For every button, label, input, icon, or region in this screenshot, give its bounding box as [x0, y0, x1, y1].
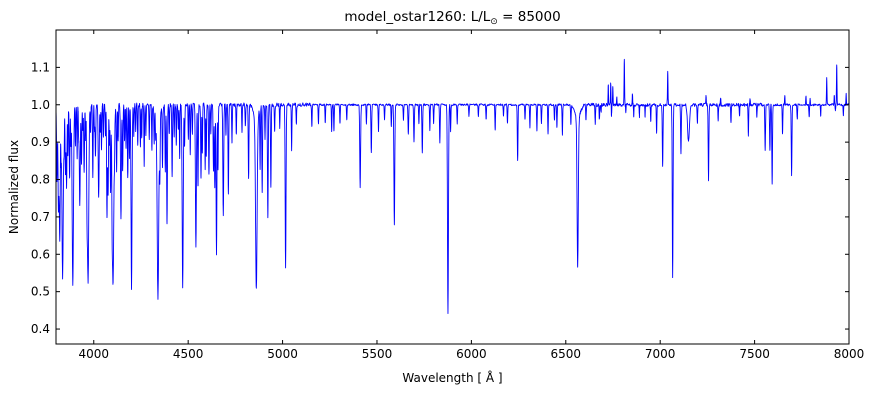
svg-text:1.0: 1.0: [31, 98, 50, 112]
svg-text:6500: 6500: [551, 347, 582, 361]
svg-text:0.7: 0.7: [31, 210, 50, 224]
svg-text:7500: 7500: [739, 347, 770, 361]
svg-text:0.6: 0.6: [31, 247, 50, 261]
svg-text:5000: 5000: [267, 347, 298, 361]
x-ticks: [93, 30, 850, 344]
svg-text:4500: 4500: [173, 347, 204, 361]
sun-symbol: ⊙: [490, 17, 498, 27]
title-rest: = 85000: [497, 9, 561, 25]
svg-text:0.4: 0.4: [31, 322, 50, 336]
x-tick-labels: 4000 4500 5000 5500 6000 6500 7000 7500 8000: [78, 347, 864, 361]
svg-text:8000: 8000: [834, 347, 865, 361]
svg-text:4000: 4000: [78, 347, 109, 361]
spectrum-line: [55, 58, 850, 314]
svg-text:0.8: 0.8: [31, 173, 50, 187]
x-axis-label: Wavelength [ Å ]: [402, 371, 503, 385]
svg-text:6000: 6000: [456, 347, 487, 361]
svg-text:7000: 7000: [645, 347, 676, 361]
svg-text:5500: 5500: [362, 347, 393, 361]
y-ticks: [56, 66, 849, 330]
svg-text:1.1: 1.1: [31, 60, 50, 74]
plot-frame: [55, 29, 850, 345]
svg-text:0.5: 0.5: [31, 285, 50, 299]
plot-title: model_ostar1260: L/L⊙ = 85000: [56, 9, 849, 27]
svg-text:0.9: 0.9: [31, 135, 50, 149]
title-main: model_ostar1260: L/L: [344, 9, 491, 25]
y-tick-labels: 0.4 0.5 0.6 0.7 0.8 0.9 1.0 1.1: [31, 60, 50, 336]
